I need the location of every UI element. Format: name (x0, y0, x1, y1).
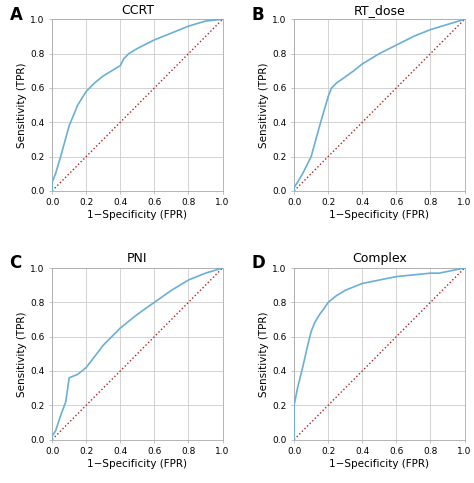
Title: RT_dose: RT_dose (354, 4, 405, 17)
Y-axis label: Sensitivity (TPR): Sensitivity (TPR) (18, 62, 27, 148)
X-axis label: 1−Specificity (FPR): 1−Specificity (FPR) (329, 459, 429, 469)
Title: Complex: Complex (352, 253, 407, 266)
X-axis label: 1−Specificity (FPR): 1−Specificity (FPR) (87, 459, 187, 469)
Text: D: D (252, 254, 265, 272)
Text: C: C (9, 254, 22, 272)
Y-axis label: Sensitivity (TPR): Sensitivity (TPR) (18, 311, 27, 397)
Title: PNI: PNI (127, 253, 147, 266)
Text: B: B (252, 6, 264, 24)
Y-axis label: Sensitivity (TPR): Sensitivity (TPR) (259, 311, 269, 397)
X-axis label: 1−Specificity (FPR): 1−Specificity (FPR) (87, 210, 187, 220)
Text: A: A (9, 6, 22, 24)
Title: CCRT: CCRT (121, 4, 154, 17)
Y-axis label: Sensitivity (TPR): Sensitivity (TPR) (259, 62, 269, 148)
X-axis label: 1−Specificity (FPR): 1−Specificity (FPR) (329, 210, 429, 220)
